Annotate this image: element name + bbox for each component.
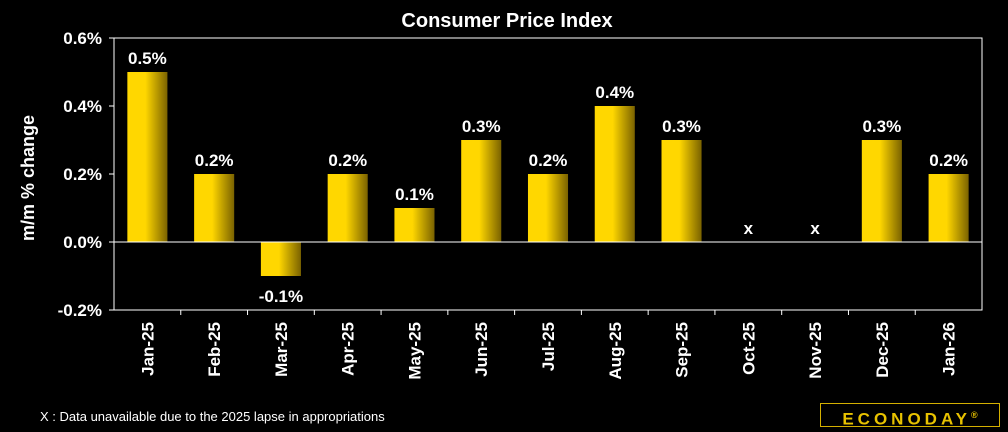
bar xyxy=(461,140,502,242)
data-label: -0.1% xyxy=(259,287,303,306)
bar xyxy=(594,106,635,242)
data-label: 0.2% xyxy=(529,151,568,170)
data-label: 0.2% xyxy=(195,151,234,170)
chart-title: Consumer Price Index xyxy=(401,10,612,32)
bar xyxy=(928,174,969,242)
bar xyxy=(127,72,168,242)
bars-layer: 0.5% 0.2% -0.1% 0.2% 0.1% 0.3% 0.2% 0.4% 0.3% x x 0… xyxy=(127,49,969,306)
axes-layer: -0.2% 0.0% 0.2% 0.4% 0.6% Jan-25 Feb-25 Mar-25 A… xyxy=(58,29,982,380)
x-tick-label: May-25 xyxy=(405,322,424,380)
footnote: X : Data unavailable due to the 2025 lap… xyxy=(40,409,385,424)
data-label: 0.2% xyxy=(328,151,367,170)
y-axis-label: m/m % change xyxy=(18,115,38,241)
y-tick-label: 0.4% xyxy=(63,97,102,116)
logo-registered-mark: ® xyxy=(971,410,978,420)
bar xyxy=(861,140,902,242)
y-tick-label: 0.2% xyxy=(63,165,102,184)
x-tick-label: Apr-25 xyxy=(339,322,358,376)
bar xyxy=(661,140,702,242)
x-tick-label: Feb-25 xyxy=(205,322,224,377)
x-tick-label: Jun-25 xyxy=(472,322,491,377)
data-label: 0.2% xyxy=(929,151,968,170)
data-label: 0.3% xyxy=(462,117,501,136)
data-label: 0.5% xyxy=(128,49,167,68)
x-tick-label: Aug-25 xyxy=(606,322,625,380)
econoday-logo: ECONODAY® xyxy=(820,403,1000,429)
x-tick-label: Oct-25 xyxy=(739,322,758,375)
bar xyxy=(394,208,435,242)
bar xyxy=(260,242,301,276)
x-tick-label: Jul-25 xyxy=(539,322,558,371)
x-tick-label: Sep-25 xyxy=(673,322,692,378)
x-tick-label: Nov-25 xyxy=(806,322,825,379)
bar xyxy=(194,174,235,242)
bar xyxy=(327,174,368,242)
x-tick-label: Dec-25 xyxy=(873,322,892,378)
y-tick-label: 0.0% xyxy=(63,233,102,252)
data-label: 0.3% xyxy=(862,117,901,136)
logo-text: ECONODAY xyxy=(842,409,972,429)
x-tick-label: Mar-25 xyxy=(272,322,291,377)
data-label: 0.3% xyxy=(662,117,701,136)
y-tick-label: 0.6% xyxy=(63,29,102,48)
x-tick-label: Jan-26 xyxy=(940,322,959,376)
y-tick-label: -0.2% xyxy=(58,301,102,320)
data-label: 0.4% xyxy=(595,83,634,102)
data-unavailable-marker: x xyxy=(744,219,754,238)
bar xyxy=(527,174,569,242)
data-unavailable-marker: x xyxy=(810,219,820,238)
data-label: 0.1% xyxy=(395,185,434,204)
x-tick-label: Jan-25 xyxy=(138,322,157,376)
